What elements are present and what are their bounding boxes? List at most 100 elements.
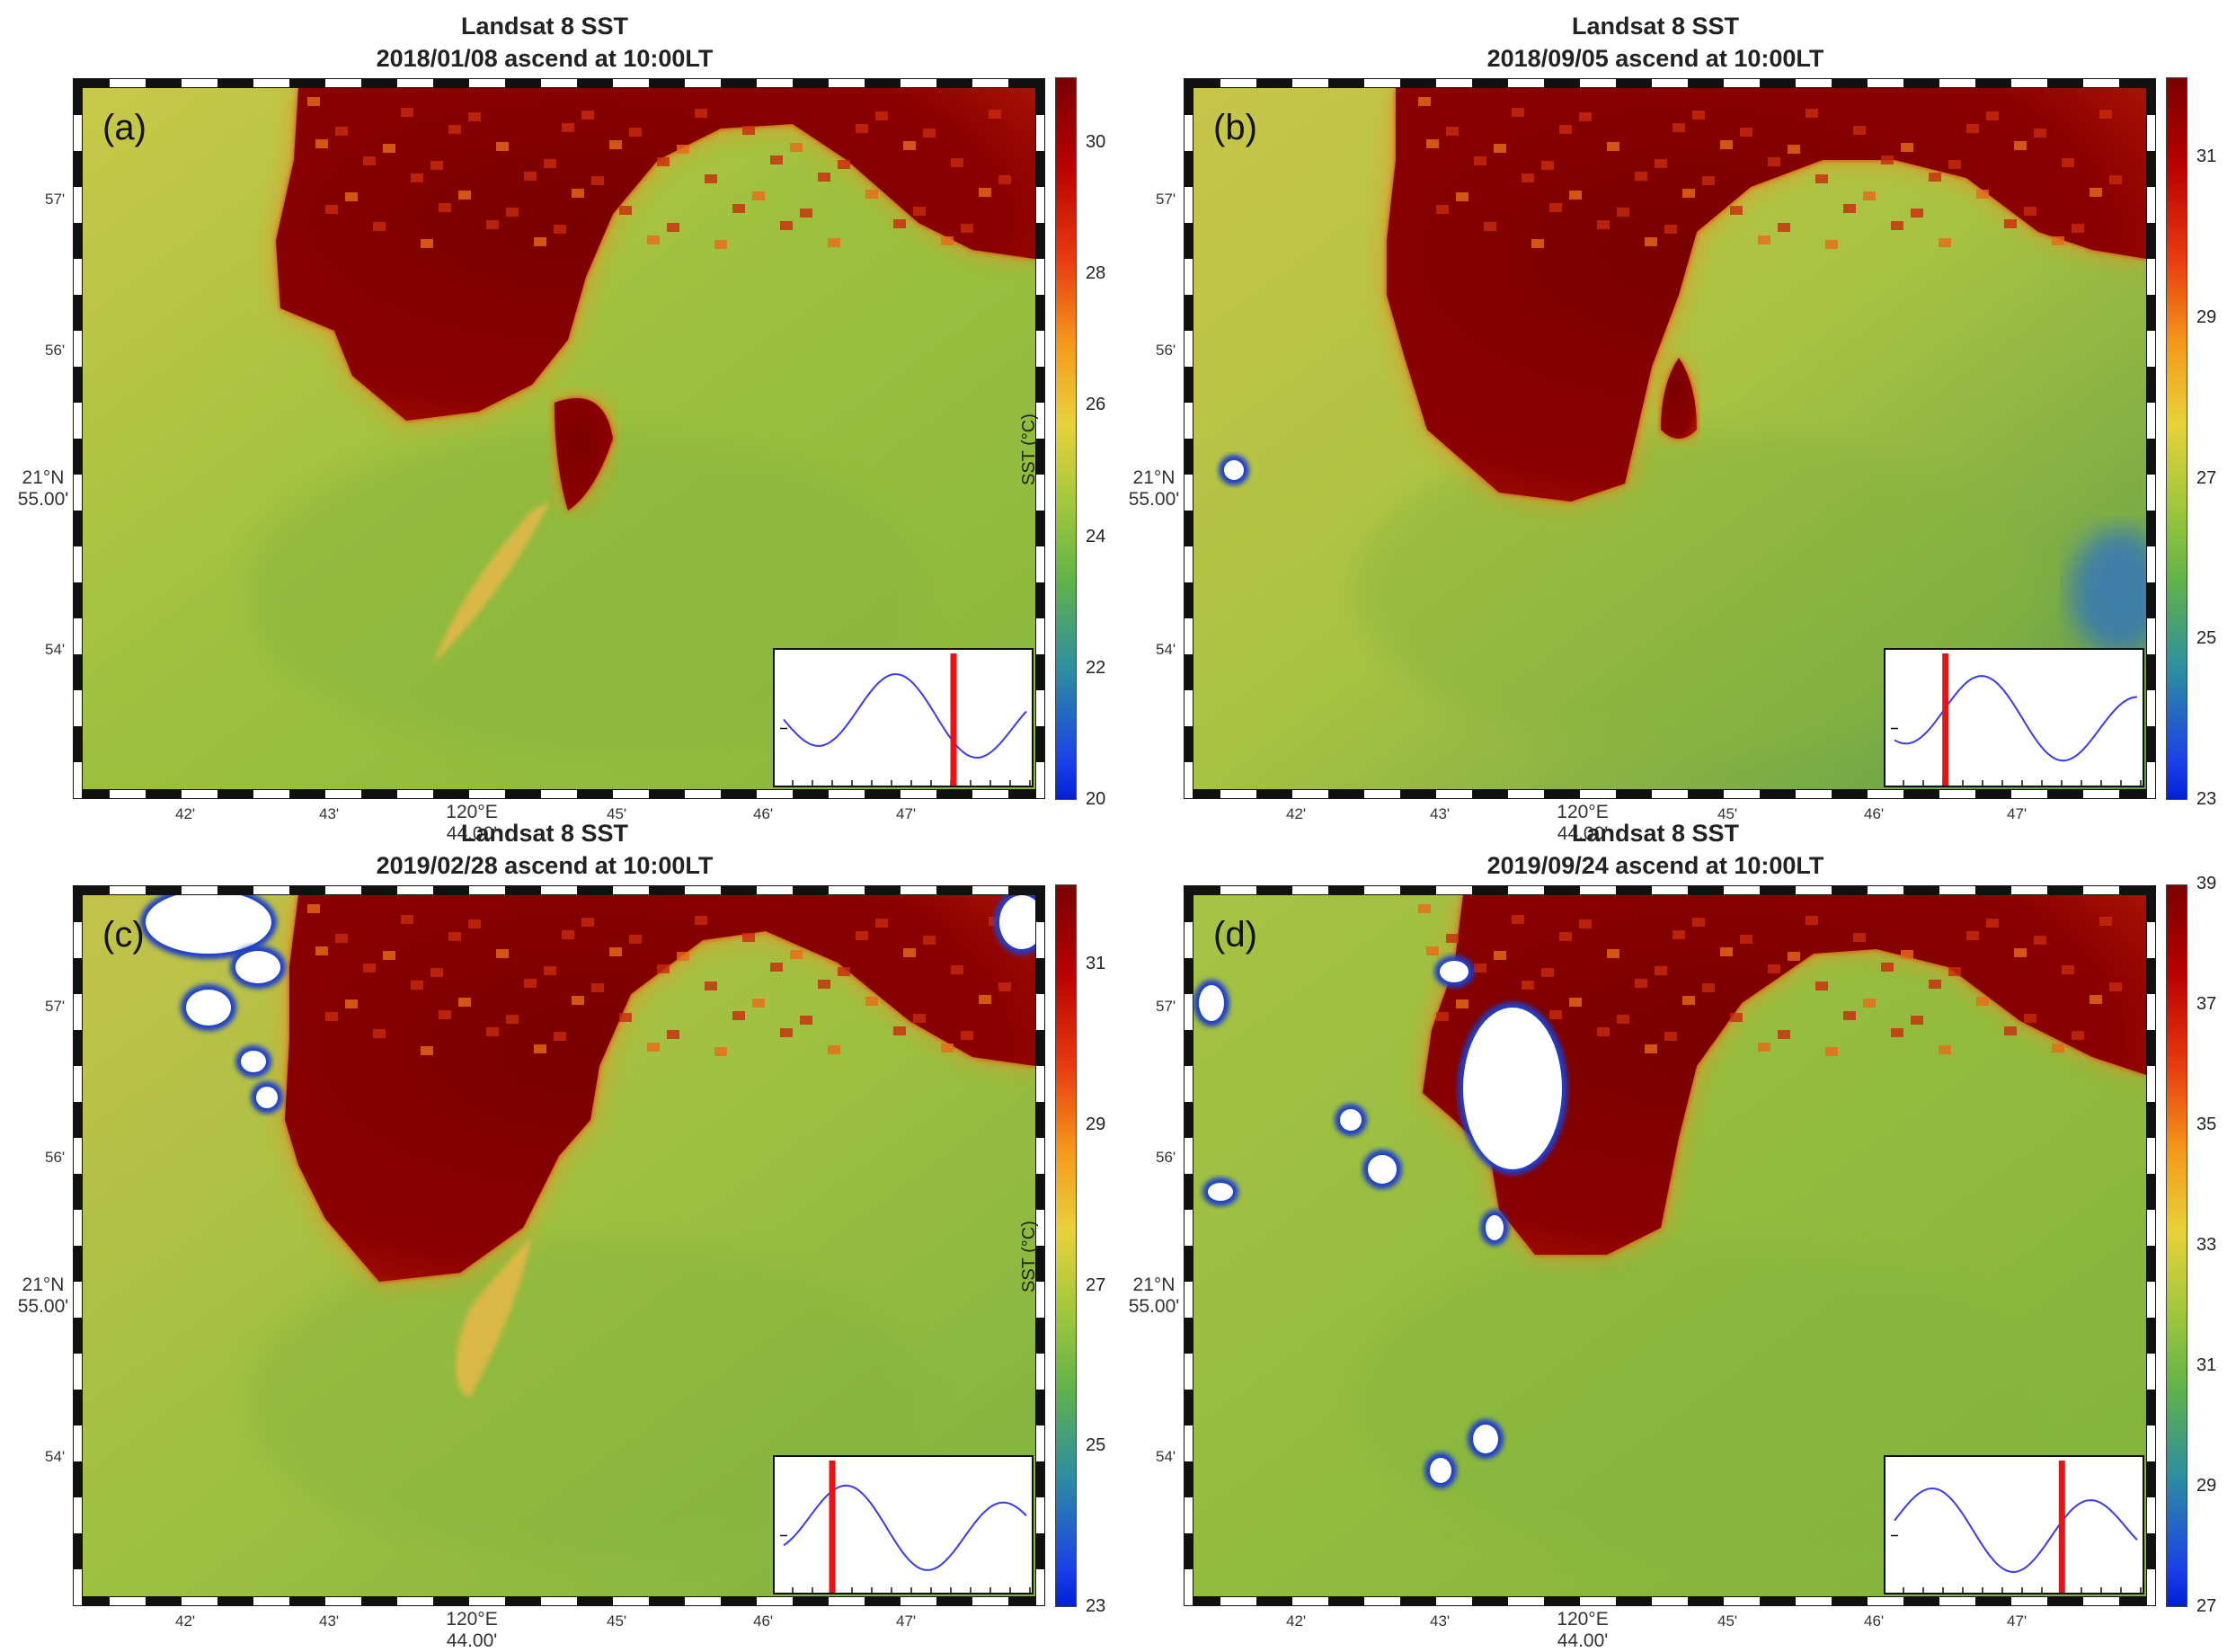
land-speckle bbox=[941, 1044, 954, 1052]
colorbar bbox=[2166, 884, 2187, 1607]
land-speckle bbox=[325, 1012, 338, 1021]
land-speckle bbox=[1446, 127, 1459, 136]
land-speckle bbox=[373, 1029, 386, 1038]
lat-center-label: 21°N 55.00' bbox=[1118, 1275, 1190, 1318]
lat-tick-label: 56' bbox=[1156, 342, 1176, 359]
land-speckle bbox=[732, 204, 745, 213]
land-speckle bbox=[1740, 128, 1752, 137]
land-speckle bbox=[335, 127, 348, 136]
map-frame-bottom bbox=[1184, 789, 2156, 799]
land-speckle bbox=[1815, 981, 1828, 990]
land-speckle bbox=[2062, 158, 2074, 167]
lat-tick-label: 57' bbox=[1156, 998, 1176, 1015]
land-speckle bbox=[1976, 190, 1989, 199]
lon-tick-label: 46' bbox=[1864, 805, 1885, 822]
panel-subtitle: 2019/09/24 ascend at 10:00LT bbox=[1486, 852, 1824, 879]
land-speckle bbox=[1456, 999, 1468, 1008]
land-speckle bbox=[1579, 919, 1592, 928]
cloud-mask bbox=[1463, 1008, 1562, 1169]
lon-center-deg: 120°E bbox=[446, 802, 498, 822]
land-speckle bbox=[1825, 1047, 1838, 1056]
tide-curve-plot bbox=[780, 653, 1031, 786]
land-speckle bbox=[838, 967, 850, 976]
land-speckle bbox=[1512, 915, 1524, 924]
land-speckle bbox=[742, 126, 755, 135]
panel-label: (d) bbox=[1213, 915, 1257, 955]
land-speckle bbox=[828, 1045, 840, 1054]
land-speckle bbox=[903, 141, 916, 150]
land-speckle bbox=[714, 240, 727, 249]
land-speckle bbox=[951, 158, 963, 167]
lon-tick-label: 42' bbox=[1286, 1612, 1307, 1630]
lon-tick-label: 42' bbox=[1286, 805, 1307, 822]
land-speckle bbox=[581, 111, 594, 120]
colorbar-label: SST (°C) bbox=[1019, 1221, 1039, 1292]
land-speckle bbox=[732, 1011, 745, 1020]
land-speckle bbox=[893, 219, 906, 228]
land-speckle bbox=[1966, 124, 1979, 133]
land-speckle bbox=[307, 904, 320, 913]
map-frame-top bbox=[73, 885, 1045, 895]
tide-inset bbox=[773, 1455, 1034, 1594]
lon-tick-label: 42' bbox=[175, 1612, 196, 1630]
panel-subtitle: 2019/02/28 ascend at 10:00LT bbox=[376, 852, 714, 879]
map-frame-top bbox=[1184, 78, 2156, 88]
cloud-mask bbox=[241, 1051, 266, 1072]
lat-tick-label: 54' bbox=[45, 1448, 66, 1465]
land-speckle bbox=[2109, 982, 2122, 991]
land-speckle bbox=[961, 224, 973, 233]
tide-curve bbox=[783, 1484, 1027, 1571]
land-speckle bbox=[647, 235, 660, 244]
land-speckle bbox=[1768, 157, 1780, 166]
map-frame-left bbox=[73, 885, 83, 1606]
panel-title: Landsat 8 SST bbox=[1571, 820, 1740, 847]
tide-curve-plot bbox=[1891, 1461, 2142, 1593]
colorbar-tick-label: 29 bbox=[2196, 307, 2217, 327]
land-speckle bbox=[1597, 1027, 1610, 1036]
land-speckle bbox=[780, 1028, 793, 1037]
colorbar-tick-label: 31 bbox=[2196, 147, 2217, 167]
lon-center-deg: 120°E bbox=[1557, 1609, 1609, 1630]
land-speckle bbox=[486, 1027, 499, 1036]
cloud-mask bbox=[1199, 985, 1224, 1021]
map-frame-left bbox=[1184, 78, 1193, 799]
land-speckle bbox=[2024, 1014, 2036, 1023]
map-frame-left bbox=[1184, 885, 1193, 1606]
lon-tick-label: 46' bbox=[1864, 1612, 1885, 1630]
land-speckle bbox=[752, 999, 765, 1008]
sst-field bbox=[83, 88, 1035, 789]
lon-tick-label: 47' bbox=[896, 1612, 917, 1630]
land-speckle bbox=[1986, 919, 1999, 928]
lon-tick-label: 45' bbox=[1717, 1612, 1738, 1630]
land-speckle bbox=[1655, 966, 1667, 975]
lon-tick-label: 46' bbox=[753, 805, 774, 822]
land-speckle bbox=[572, 189, 584, 198]
lat-tick-label: 56' bbox=[45, 342, 66, 359]
land-speckle bbox=[2052, 236, 2064, 245]
panel-label: (c) bbox=[102, 915, 145, 955]
cloud-mask bbox=[1340, 1109, 1362, 1131]
land-speckle bbox=[1901, 950, 1913, 959]
lon-tick-label: 47' bbox=[896, 805, 917, 822]
land-speckle bbox=[1426, 139, 1439, 148]
land-speckle bbox=[458, 998, 471, 1007]
land-speckle bbox=[1881, 963, 1894, 972]
land-speckle bbox=[1891, 221, 1903, 230]
lat-tick-label: 56' bbox=[1156, 1149, 1176, 1166]
lat-center-deg: 21°N bbox=[22, 1275, 65, 1295]
lon-tick-label: 43' bbox=[1430, 1612, 1451, 1630]
land-speckle bbox=[1720, 947, 1733, 956]
lat-tick-label: 57' bbox=[1156, 191, 1176, 208]
land-speckle bbox=[2072, 224, 2084, 233]
lat-tick-label: 57' bbox=[45, 191, 66, 208]
land-speckle bbox=[800, 209, 812, 218]
land-speckle bbox=[647, 1043, 660, 1052]
colorbar bbox=[1055, 77, 1077, 800]
land-speckle bbox=[1881, 155, 1894, 164]
land-speckle bbox=[421, 1046, 433, 1055]
land-speckle bbox=[979, 995, 991, 1004]
lon-center-label: 120°E 44.00' bbox=[431, 1609, 512, 1652]
lat-center-label: 21°N 55.00' bbox=[7, 1275, 79, 1318]
lon-tick-label: 43' bbox=[319, 805, 340, 822]
land-speckle bbox=[401, 108, 413, 117]
